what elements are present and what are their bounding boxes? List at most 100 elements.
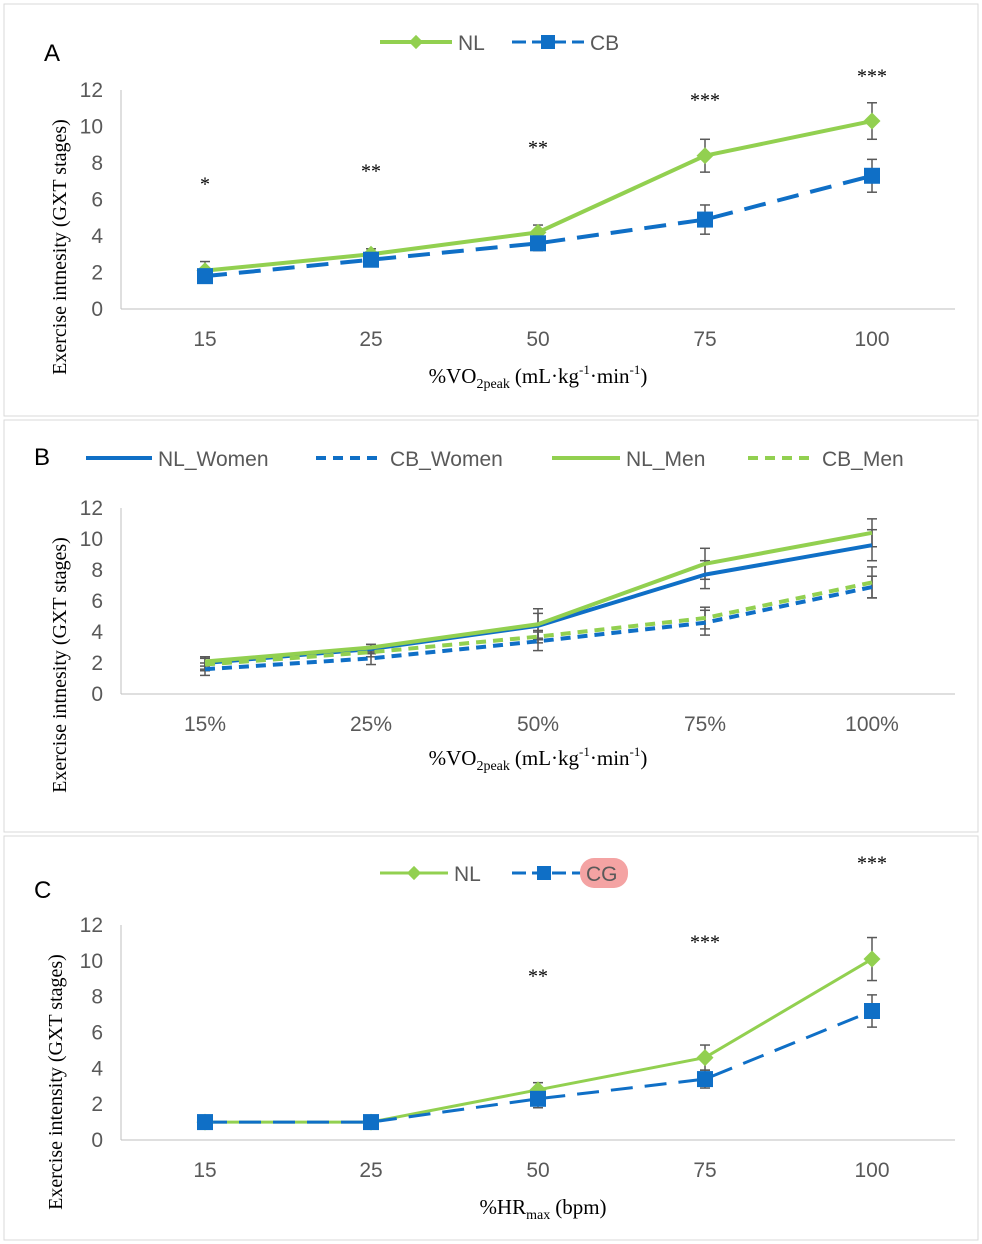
panel-b-y-label: Exercise intnesity (GXT stages) xyxy=(49,537,71,793)
panel-c-frame xyxy=(3,835,979,1241)
point-cb xyxy=(197,268,213,285)
panel-c-legend: NL CG xyxy=(380,858,628,888)
x-ticks: 15 25 50 75 100 xyxy=(193,328,889,351)
legend-nl-diamond xyxy=(406,865,422,881)
legend-cb-women-label: CB_Women xyxy=(390,448,503,471)
point-cg xyxy=(197,1114,213,1131)
legend-cb-square xyxy=(541,35,555,49)
significance-annotations: ******** xyxy=(528,852,887,987)
y-tick-label: 2 xyxy=(91,262,103,285)
legend-nl-diamond xyxy=(408,34,424,50)
legend-item-nl-women: NL_Women xyxy=(86,448,269,471)
y-tick-label: 8 xyxy=(91,559,103,582)
series-line-cg xyxy=(205,1009,873,1124)
y-tick-label: 4 xyxy=(91,225,103,248)
panel-b-label: B xyxy=(34,444,50,471)
panel-b-legend: NL_Women CB_Women NL_Men CB_Men xyxy=(86,448,904,471)
x-tick-label: 75% xyxy=(684,713,726,736)
legend-cg-square xyxy=(537,866,551,880)
x-tick-label: 15 xyxy=(193,1159,216,1182)
legend-item-cb-men: CB_Men xyxy=(748,448,904,471)
x-tick-label: 50 xyxy=(526,328,549,351)
point-cb xyxy=(363,251,379,268)
panel-a-y-label: Exercise intnesity (GXT stages) xyxy=(49,119,71,375)
point-nl xyxy=(696,147,714,165)
y-ticks: 0 2 4 6 8 10 12 xyxy=(80,497,104,706)
legend-nl-label: NL xyxy=(454,863,481,886)
point-cb xyxy=(530,235,546,252)
legend-item-cb: CB xyxy=(512,32,619,55)
x-tick-label: 50% xyxy=(517,713,559,736)
significance-mark: *** xyxy=(857,852,887,874)
y-tick-label: 6 xyxy=(91,189,103,212)
significance-mark: *** xyxy=(690,89,720,111)
y-tick-label: 0 xyxy=(91,683,103,706)
panel-b-y-axis: 0 2 4 6 8 10 12 xyxy=(80,497,122,706)
panel-b: B NL_Women CB_Women NL_Men CB_Men 0 2 4 6 8 1… xyxy=(34,444,955,793)
panel-c-label: C xyxy=(34,877,51,904)
point-nl xyxy=(863,112,881,130)
series-line-cb xyxy=(204,173,873,279)
x-tick-label: 25% xyxy=(350,713,392,736)
significance-mark: *** xyxy=(690,931,720,953)
point-cg xyxy=(697,1071,713,1088)
legend-item-nl: NL xyxy=(380,32,485,55)
panel-a-y-axis: 0 2 4 6 8 10 12 xyxy=(80,79,122,321)
y-tick-label: 4 xyxy=(91,1057,103,1080)
y-tick-label: 0 xyxy=(91,298,103,321)
series-lines xyxy=(204,530,873,672)
x-tick-label: 25 xyxy=(359,328,382,351)
x-tick-label: 15 xyxy=(193,328,216,351)
y-tick-label: 0 xyxy=(91,1129,103,1152)
y-tick-label: 8 xyxy=(91,152,103,175)
series-markers xyxy=(196,112,881,285)
panel-c-y-label: Exercise intensity (GXT stages) xyxy=(45,954,67,1210)
series-markers xyxy=(196,950,881,1131)
panel-a-legend: NL CB xyxy=(380,32,619,55)
significance-mark: ** xyxy=(528,965,548,987)
significance-mark: * xyxy=(200,173,210,195)
y-tick-label: 6 xyxy=(91,1022,103,1045)
error-bars xyxy=(200,102,877,283)
significance-mark: *** xyxy=(857,66,887,88)
legend-nl-women-label: NL_Women xyxy=(158,448,269,471)
point-cb xyxy=(864,167,880,184)
panel-a-x-label: %VO2peak (mL·kg-1·min-1) xyxy=(429,362,648,392)
x-tick-label: 75 xyxy=(693,1159,716,1182)
y-ticks: 0 2 4 6 8 10 12 xyxy=(80,79,104,321)
y-tick-label: 8 xyxy=(91,986,103,1009)
x-ticks: 15% 25% 50% 75% 100% xyxy=(184,713,899,736)
x-tick-label: 25 xyxy=(359,1159,382,1182)
y-tick-label: 2 xyxy=(91,1093,103,1116)
x-tick-label: 50 xyxy=(526,1159,549,1182)
y-tick-label: 12 xyxy=(80,79,103,102)
point-cg xyxy=(363,1114,379,1131)
y-tick-label: 12 xyxy=(80,497,103,520)
x-tick-label: 15% xyxy=(184,713,226,736)
y-tick-label: 10 xyxy=(80,528,103,551)
y-tick-label: 2 xyxy=(91,652,103,675)
x-ticks: 15 25 50 75 100 xyxy=(193,1159,889,1182)
point-cg xyxy=(864,1003,880,1019)
legend-cb-men-label: CB_Men xyxy=(822,448,904,471)
legend-item-cb-women: CB_Women xyxy=(316,448,503,471)
significance-mark: ** xyxy=(528,137,548,159)
x-tick-label: 100% xyxy=(845,713,899,736)
y-tick-label: 6 xyxy=(91,590,103,613)
legend-nl-men-label: NL_Men xyxy=(626,448,705,471)
x-tick-label: 75 xyxy=(693,328,716,351)
point-cb xyxy=(697,211,713,228)
legend-cb-label: CB xyxy=(590,32,619,55)
panel-b-frame xyxy=(3,419,979,833)
y-ticks: 0 2 4 6 8 10 12 xyxy=(80,914,104,1152)
legend-item-nl: NL xyxy=(380,863,481,886)
panel-b-x-label: %VO2peak (mL·kg-1·min-1) xyxy=(429,744,648,774)
x-tick-label: 100 xyxy=(854,328,889,351)
y-tick-label: 10 xyxy=(80,950,103,973)
panel-a-label: A xyxy=(44,40,60,67)
series-line-cb-women xyxy=(204,585,873,672)
legend-cg-highlight xyxy=(580,858,628,888)
